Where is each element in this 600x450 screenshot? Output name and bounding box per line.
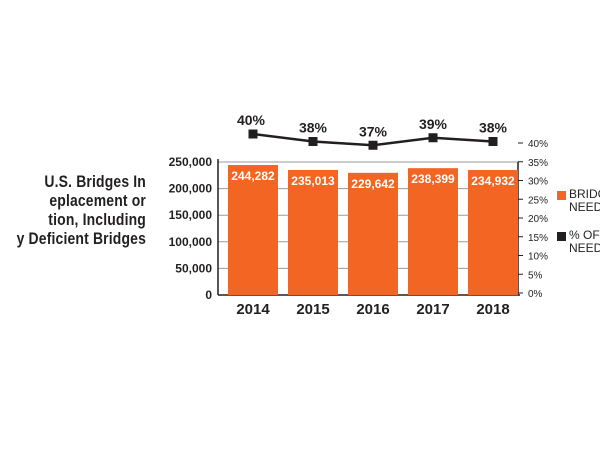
legend-swatch-orange [557, 191, 566, 200]
percent-label: 40% [237, 112, 266, 128]
y-left-tick-label: 200,000 [169, 182, 213, 196]
percent-marker-2018 [488, 137, 498, 146]
y-right-tick-label: 20% [528, 214, 548, 225]
percent-label: 37% [359, 123, 388, 139]
x-tick-label: 2017 [416, 301, 449, 318]
percent-marker-2015 [308, 137, 318, 146]
x-tick-label: 2014 [236, 301, 270, 318]
y-left-tick-label: 250,000 [169, 155, 213, 169]
title-line: tion, Including [48, 210, 146, 229]
y-right-tick-label: 25% [528, 195, 548, 206]
percent-label: 38% [479, 120, 508, 136]
y-right-tick-label: 0% [528, 289, 543, 300]
y-right-tick-label: 40% [528, 139, 548, 150]
legend-label: NEED [569, 241, 600, 255]
bar-2016 [348, 172, 398, 295]
x-tick-label: 2016 [356, 301, 389, 318]
y-left-tick-label: 150,000 [169, 208, 213, 222]
y-left-tick-label: 0 [205, 288, 212, 302]
y-right-tick-label: 5% [528, 270, 543, 281]
y-right-tick-label: 15% [528, 233, 548, 244]
percent-marker-2016 [368, 140, 378, 150]
title-line: y Deficient Bridges [16, 229, 146, 248]
bar-value-label: 235,013 [291, 174, 335, 188]
bar-value-label: 238,399 [411, 172, 455, 186]
x-tick-label: 2015 [296, 301, 329, 318]
legend-label: BRIDG [569, 187, 600, 201]
percent-marker-2017 [428, 133, 438, 143]
bar-value-label: 229,642 [351, 177, 395, 191]
x-tick-label: 2018 [476, 301, 509, 318]
percent-label: 39% [419, 116, 448, 132]
percent-label: 38% [299, 120, 328, 136]
percent-marker-2014 [248, 129, 258, 139]
bar-value-label: 234,932 [471, 174, 515, 188]
bar-2014 [228, 165, 278, 295]
y-left-tick-label: 100,000 [169, 235, 213, 249]
bar-2018 [468, 170, 518, 295]
bar-2015 [288, 169, 338, 295]
legend-label: NEED [569, 200, 600, 214]
legend-swatch-black [557, 232, 566, 241]
title-line: eplacement or [49, 191, 146, 210]
chart-title: U.S. Bridges In eplacement or tion, Incl… [0, 172, 146, 248]
bar-value-label: 244,282 [231, 169, 275, 183]
legend-label: % OF [569, 228, 600, 242]
title-line: U.S. Bridges In [44, 172, 146, 191]
y-left-tick-label: 50,000 [175, 261, 212, 275]
y-right-tick-label: 10% [528, 252, 548, 263]
y-right-tick-label: 35% [528, 158, 548, 169]
bar-2017 [408, 168, 458, 295]
y-right-tick-label: 30% [528, 177, 548, 188]
